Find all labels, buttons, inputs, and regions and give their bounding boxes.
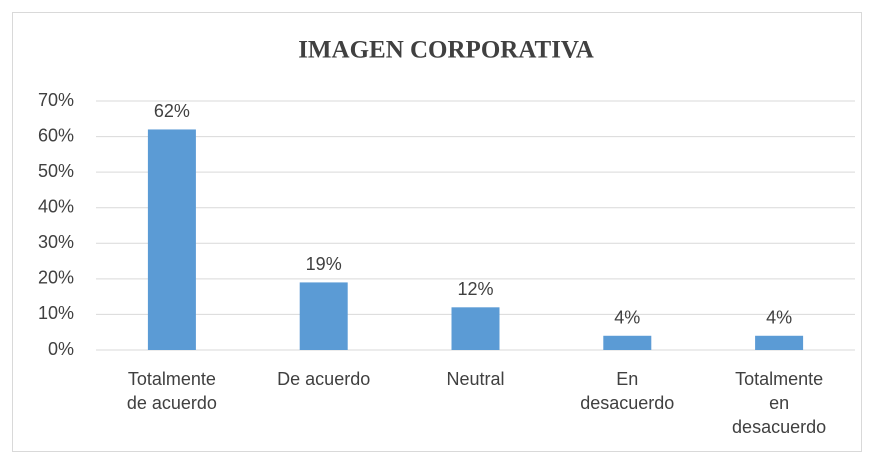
y-tick-label: 70%: [38, 90, 74, 110]
bar: [451, 307, 500, 350]
bar: [299, 282, 348, 350]
y-tick-label: 50%: [38, 161, 74, 181]
x-tick-label: En desacuerdo: [580, 369, 675, 413]
y-tick-label: 30%: [38, 232, 74, 252]
data-label: 62%: [154, 101, 190, 121]
bar: [147, 129, 196, 350]
y-tick-label: 10%: [38, 303, 74, 323]
y-tick-label: 60%: [38, 125, 74, 145]
x-tick-label: Totalmente de acuerdo: [126, 369, 217, 413]
data-label: 4%: [766, 308, 792, 328]
data-label: 19%: [306, 254, 342, 274]
bar: [755, 335, 804, 350]
bar: [603, 335, 652, 350]
x-tick-label: Totalmente en desacuerdo: [732, 369, 827, 437]
y-tick-label: 40%: [38, 196, 74, 216]
data-label: 4%: [614, 308, 640, 328]
chart-title: IMAGEN CORPORATIVA: [298, 37, 594, 64]
y-tick-label: 0%: [48, 339, 74, 359]
x-tick-label: De acuerdo: [277, 369, 371, 389]
x-tick-label: Neutral: [446, 369, 505, 389]
y-tick-label: 20%: [38, 268, 74, 288]
data-label: 12%: [457, 279, 493, 299]
